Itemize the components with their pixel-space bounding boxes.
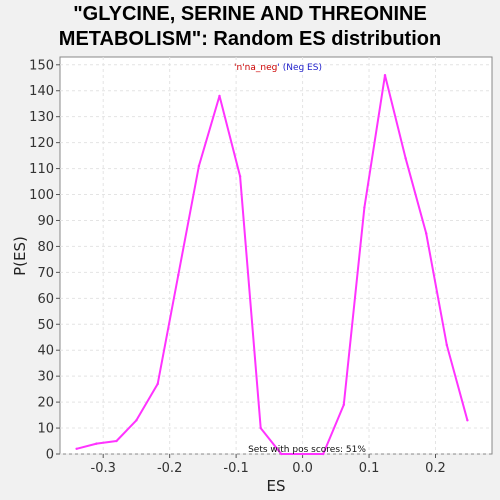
grid-lines <box>60 57 492 455</box>
legend-series-name: n'na_neg <box>237 63 278 73</box>
data-point <box>218 94 221 98</box>
y-tick-label: 70 <box>37 266 54 281</box>
data-point <box>197 164 201 168</box>
y-axis-label: P(ES) <box>11 236 29 276</box>
series-group <box>75 73 469 456</box>
y-tick-label: 30 <box>37 370 54 385</box>
chart-title-line-1: "GLYCINE, SERINE AND THREONINE <box>73 3 427 25</box>
y-tick-label: 50 <box>37 318 54 333</box>
legend-suffix: ' (Neg ES) <box>277 63 322 73</box>
data-point <box>156 382 159 386</box>
data-point <box>259 426 262 430</box>
data-point <box>135 419 138 422</box>
legend: 'n'na_neg' (Neg ES) <box>234 63 322 73</box>
data-point <box>238 175 242 178</box>
data-point <box>466 419 469 422</box>
y-tick-label: 120 <box>29 136 54 151</box>
y-tick-label: 80 <box>37 240 54 255</box>
data-point <box>95 442 98 445</box>
y-tick-label: 20 <box>37 396 54 411</box>
data-point <box>280 452 283 456</box>
plot-area <box>59 56 493 455</box>
x-tick-label: -0.1 <box>223 461 248 476</box>
y-tick-label: 0 <box>46 448 54 463</box>
x-axis-ticks: -0.3 -0.2 -0.1 0.0 0.1 0.2 <box>91 454 446 476</box>
series-line <box>76 74 469 455</box>
x-tick-label: 0.1 <box>359 461 380 476</box>
x-tick-label: -0.2 <box>157 461 182 476</box>
y-axis-ticks: 0 10 20 30 40 50 60 70 80 90 100 110 120 130 140 150 <box>29 58 60 463</box>
chart-title-line-2: METABOLISM": Random ES distribution <box>58 28 442 50</box>
data-point <box>75 447 78 451</box>
y-tick-label: 150 <box>29 58 54 73</box>
y-tick-label: 40 <box>37 344 54 359</box>
data-point <box>342 403 345 406</box>
data-point <box>363 206 366 209</box>
data-point <box>404 156 407 160</box>
data-point <box>321 452 325 456</box>
x-tick-label: -0.3 <box>91 461 116 476</box>
y-tick-label: 10 <box>37 422 54 437</box>
x-tick-label: 0.2 <box>425 461 446 476</box>
data-point <box>177 273 180 277</box>
y-tick-label: 130 <box>29 110 54 125</box>
y-tick-label: 140 <box>29 84 54 99</box>
y-tick-label: 90 <box>37 214 54 229</box>
data-point <box>425 232 428 235</box>
x-axis-label: ES <box>267 477 286 495</box>
x-tick-label: 0.0 <box>292 461 313 476</box>
chart-title: "GLYCINE, SERINE AND THREONINE METABOLIS… <box>0 2 500 52</box>
data-point <box>115 439 118 443</box>
data-point <box>301 452 304 456</box>
legend-prefix: ' <box>234 63 236 73</box>
y-tick-label: 100 <box>29 188 54 203</box>
y-tick-label: 110 <box>29 162 54 177</box>
y-tick-label: 60 <box>37 292 54 307</box>
data-point <box>383 73 387 77</box>
pos-scores-annotation: Sets with pos scores: 51% <box>248 445 366 455</box>
data-point <box>445 343 449 347</box>
